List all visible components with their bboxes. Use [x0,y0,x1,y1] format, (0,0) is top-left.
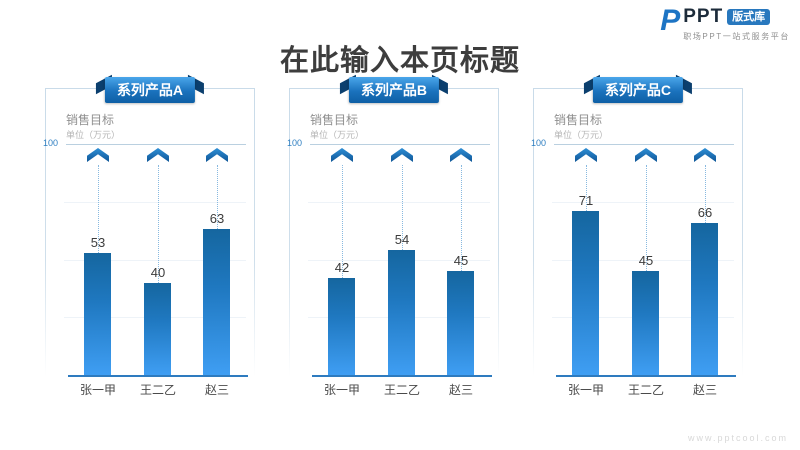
bar [328,277,355,375]
bar-value-label: 66 [697,204,713,220]
gridline [64,201,246,203]
target-dropline [646,165,647,272]
bar-value-label: 40 [150,264,166,280]
chart-panel: 系列产品A 销售目标 单位（万元） 100 53 张一甲 40 王二乙 63 赵三 [43,77,255,402]
bar-value-label: 71 [578,192,594,208]
target-chevron-up-icon [147,148,169,162]
target-chevron-up-icon [450,148,472,162]
bar-value-label: 54 [394,232,410,248]
bar [447,271,474,375]
x-axis-line [312,375,492,377]
target-dropline [402,165,403,251]
target-dropline [461,165,462,272]
y-axis-tick-100: 100 [287,138,303,148]
y-axis-tick-100: 100 [531,138,547,148]
brand-badge: 版式库 [727,9,771,25]
chart-header-label: 系列产品B [348,77,440,103]
chart-unit-label: 单位（万元） [554,130,609,140]
chart-legend-title: 销售目标 [66,113,115,127]
watermark-url: www.pptcool.com [687,433,788,443]
chart-legend-title: 销售目标 [310,113,359,127]
bar-column: 42 张一甲 [312,89,372,401]
target-dropline [705,165,706,223]
category-label: 张一甲 [323,383,360,397]
bar-column: 53 张一甲 [68,89,128,401]
chart-panel: 系列产品B 销售目标 单位（万元） 100 42 张一甲 54 王二乙 45 赵三 [287,77,499,402]
x-axis-line [68,375,248,377]
target-dropline [342,165,343,278]
chart-header-label: 系列产品A [104,77,196,103]
chart-legend-title: 销售目标 [554,113,603,127]
category-label: 赵三 [448,383,473,397]
bar-value-label: 63 [209,211,225,227]
bar-column: 63 赵三 [187,89,247,401]
category-label: 赵三 [204,383,229,397]
target-chevron-up-icon [331,148,353,162]
y-axis-tick-100: 100 [43,138,59,148]
category-label: 王二乙 [627,383,664,397]
bar-column: 45 王二乙 [616,89,676,401]
chart-unit-label: 单位（万元） [310,130,365,140]
brand-name: PPT [683,6,724,27]
chart-panel: 系列产品C 销售目标 单位（万元） 100 71 张一甲 45 王二乙 66 赵三 [531,77,743,402]
bar-column: 66 赵三 [675,89,735,401]
target-chevron-up-icon [391,148,413,162]
bar-column: 45 赵三 [431,89,491,401]
target-chevron-up-icon [206,148,228,162]
category-label: 王二乙 [383,383,420,397]
category-label: 赵三 [692,383,717,397]
bar [632,271,659,375]
page-title: 在此输入本页标题 [279,45,520,78]
chart-header-ribbon: 系列产品C [592,77,684,103]
bar [388,250,415,375]
gridline [552,201,734,203]
category-label: 王二乙 [139,383,176,397]
bar-value-label: 45 [638,253,654,269]
bar-value-label: 53 [90,234,106,250]
target-dropline [217,165,218,230]
brand-logo: P PPT 版式库 职场PPT一站式服务平台 [660,6,790,42]
bar [572,210,599,375]
chart-unit-label: 单位（万元） [66,130,121,140]
target-line [66,144,246,145]
bar-column: 54 王二乙 [372,89,432,401]
target-dropline [158,165,159,283]
chart-header-label: 系列产品C [592,77,684,103]
bar-column: 71 张一甲 [556,89,616,401]
brand-tagline: 职场PPT一站式服务平台 [683,32,790,41]
ppt-logo-icon: P [660,4,681,37]
bar-value-label: 45 [453,253,469,269]
target-dropline [586,165,587,211]
target-chevron-up-icon [87,148,109,162]
bar [203,229,230,375]
chart-header-ribbon: 系列产品B [348,77,440,103]
gridline [64,259,246,261]
bar [144,282,171,375]
category-label: 张一甲 [79,383,116,397]
bar-value-label: 42 [334,259,350,275]
target-line [554,144,734,145]
bar [84,252,111,375]
target-chevron-up-icon [694,148,716,162]
gridline [308,201,490,203]
gridline [552,259,734,261]
x-axis-line [556,375,736,377]
bar-column: 40 王二乙 [128,89,188,401]
bar [691,222,718,375]
target-dropline [98,165,99,253]
category-label: 张一甲 [567,383,604,397]
target-chevron-up-icon [635,148,657,162]
target-line [310,144,490,145]
chart-header-ribbon: 系列产品A [104,77,196,103]
target-chevron-up-icon [575,148,597,162]
